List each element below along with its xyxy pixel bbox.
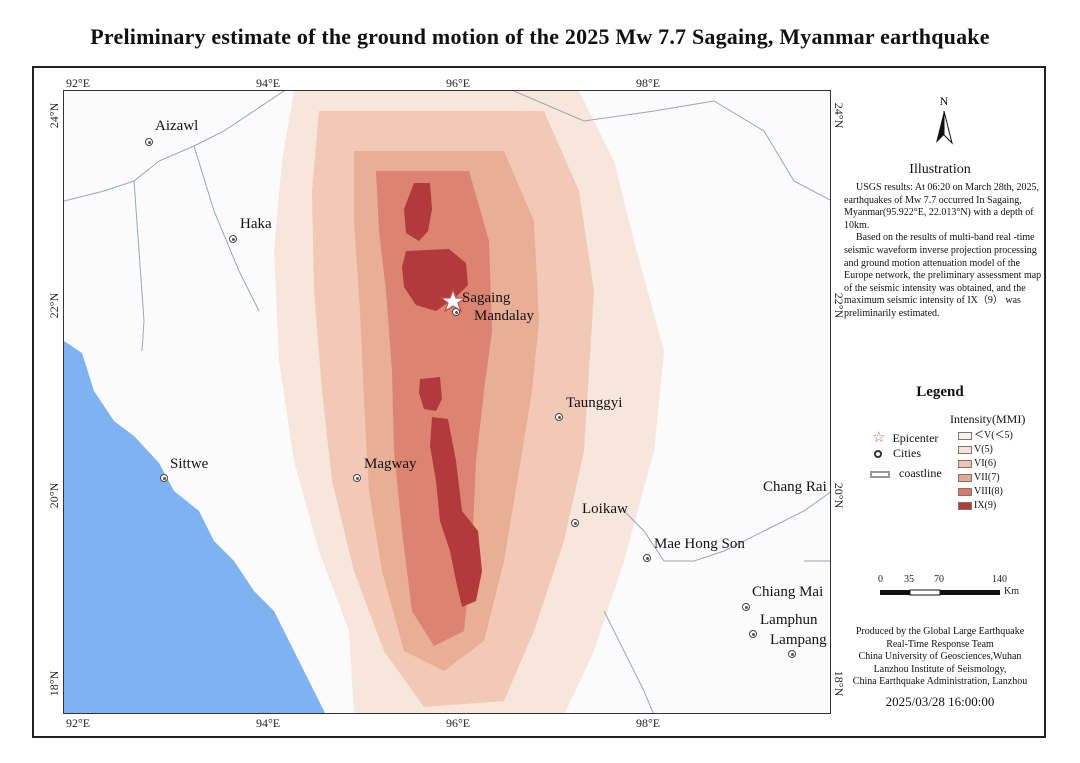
intensity-label: ＜V(＜5) <box>974 430 1013 441</box>
lat-tick-left-20: 20°N <box>47 482 62 509</box>
sea-area-islands <box>222 591 246 626</box>
city-marker-haka <box>229 235 237 243</box>
epicenter-star <box>439 288 467 313</box>
legend-epicenter: ☆ Epicenter <box>872 428 938 447</box>
credit-line-1: Produced by the Global Large Earthquake <box>855 626 1025 637</box>
lon-tick-bottom-96: 96°E <box>446 716 471 730</box>
city-marker-taunggyi <box>555 413 563 421</box>
lon-tick-bottom-92: 92°E <box>66 716 91 730</box>
north-arrow: N <box>932 94 956 149</box>
intensity-zone-ix-south <box>430 417 482 607</box>
intensity-row-7: VII(7) <box>958 472 1000 484</box>
city-marker-loikaw <box>571 519 579 527</box>
intensity-map <box>64 91 830 713</box>
intensity-zone-ix-mid <box>419 377 442 411</box>
credit-line-4: Lanzhou Institute of Seismology, <box>873 663 1007 675</box>
city-dot-icon <box>874 450 882 459</box>
intensity-swatch <box>958 487 972 496</box>
city-label-haka: Haka <box>240 216 272 232</box>
coastline-icon <box>870 470 890 478</box>
city-label-lampang: Lampang <box>770 632 827 648</box>
intensity-swatch <box>958 431 972 440</box>
illustration-title: Illustration <box>909 162 971 177</box>
city-label-mandalay: Mandalay <box>474 308 534 324</box>
scale-unit: Km <box>1004 586 1019 597</box>
legend-title: Legend <box>916 384 964 400</box>
intensity-label: VI(6) <box>974 458 997 469</box>
intensity-zone-ix-north <box>404 183 432 241</box>
credits: Produced by the Global Large Earthquake … <box>836 626 1044 689</box>
lon-tick-bottom-94: 94°E <box>256 716 281 730</box>
city-label-magway: Magway <box>364 456 417 472</box>
intensity-swatch <box>958 473 972 482</box>
illustration-text: USGS results: At 06:20 on March 28th, 20… <box>844 182 1044 321</box>
intensity-swatch <box>958 459 972 468</box>
scale-bar: 0 35 70 140 Km <box>876 574 1046 604</box>
city-marker-chiang-mai <box>742 603 750 611</box>
lat-tick-left-22: 22°N <box>47 292 62 319</box>
epicenter-star-icon: ☆ <box>872 430 886 446</box>
city-marker-magway <box>353 474 361 482</box>
city-label-chiang-mai: Chiang Mai <box>752 584 824 600</box>
city-label-lamphun: Lamphun <box>760 612 818 628</box>
lon-tick-top-92: 92°E <box>66 76 91 90</box>
intensity-label: VII(7) <box>974 472 1000 483</box>
scale-label-70: 70 <box>934 574 944 585</box>
intensity-swatch <box>958 501 972 510</box>
legend-coastline-label: coastline <box>899 466 942 480</box>
city-label-taunggyi: Taunggyi <box>566 395 623 411</box>
city-marker-mandalay <box>452 308 460 316</box>
city-marker-mae-hong-son <box>643 554 651 562</box>
sea-area <box>64 341 325 713</box>
legend-coastline: coastline <box>870 466 942 481</box>
lon-tick-bottom-98: 98°E <box>636 716 661 730</box>
credit-line-3: China University of Geosciences,Wuhan <box>858 651 1022 663</box>
scale-label-35: 35 <box>904 574 914 585</box>
produced-date: 2025/03/28 16:00:00 <box>885 694 995 709</box>
city-label-sagaing: Sagaing <box>462 290 511 306</box>
intensity-swatch <box>958 445 972 454</box>
north-arrow-icon <box>936 110 953 145</box>
country-borders <box>64 91 830 713</box>
legend-cities-label: Cities <box>893 446 922 460</box>
map-frame <box>32 66 1046 738</box>
city-label-mae-hong-son: Mae Hong Son <box>654 536 745 552</box>
city-marker-lamphun <box>749 630 757 638</box>
lon-tick-top-98: 98°E <box>636 76 661 90</box>
city-label-chang-rai: Chang Rai <box>763 479 827 495</box>
map-canvas[interactable] <box>63 90 831 714</box>
intensity-row-lt5: ＜V(＜5) <box>958 430 1013 442</box>
lat-tick-left-18: 18°N <box>47 670 62 697</box>
city-marker-lampang <box>788 650 796 658</box>
lon-tick-top-94: 94°E <box>256 76 281 90</box>
intensity-row-6: VI(6) <box>958 458 996 470</box>
intensity-row-9: IX(9) <box>958 500 996 512</box>
map-title: Preliminary estimate of the ground motio… <box>90 24 990 49</box>
intensity-label: IX(9) <box>974 500 997 511</box>
lat-tick-left-24: 24°N <box>47 102 62 129</box>
north-label: N <box>939 94 949 108</box>
illustration-paragraph-2: Based on the results of multi-band real … <box>844 232 1042 319</box>
city-label-aizawl: Aizawl <box>155 118 199 134</box>
credit-line-5: China Earthquake Administration, Lanzhou <box>852 676 1028 688</box>
intensity-title: Intensity(MMI) <box>950 412 1026 426</box>
intensity-row-8: VIII(8) <box>958 486 1003 498</box>
city-marker-aizawl <box>145 138 153 146</box>
city-label-loikaw: Loikaw <box>582 501 628 517</box>
intensity-label: V(5) <box>974 444 993 455</box>
scale-label-140: 140 <box>992 574 1007 585</box>
illustration-paragraph-1: USGS results: At 06:20 on March 28th, 20… <box>844 182 1040 231</box>
intensity-label: VIII(8) <box>974 486 1003 497</box>
lon-tick-top-96: 96°E <box>446 76 471 90</box>
intensity-row-5: V(5) <box>958 444 993 456</box>
city-marker-sittwe <box>160 474 168 482</box>
legend-epicenter-label: Epicenter <box>892 431 939 445</box>
legend-cities: Cities <box>874 446 921 461</box>
scale-label-0: 0 <box>878 574 883 585</box>
city-label-sittwe: Sittwe <box>170 456 209 472</box>
scale-bar-graphic <box>880 589 1000 596</box>
credit-line-2: Real-Time Response Team <box>886 638 994 650</box>
side-panel: N Illustration USGS results: At 06:20 on… <box>836 90 1044 730</box>
